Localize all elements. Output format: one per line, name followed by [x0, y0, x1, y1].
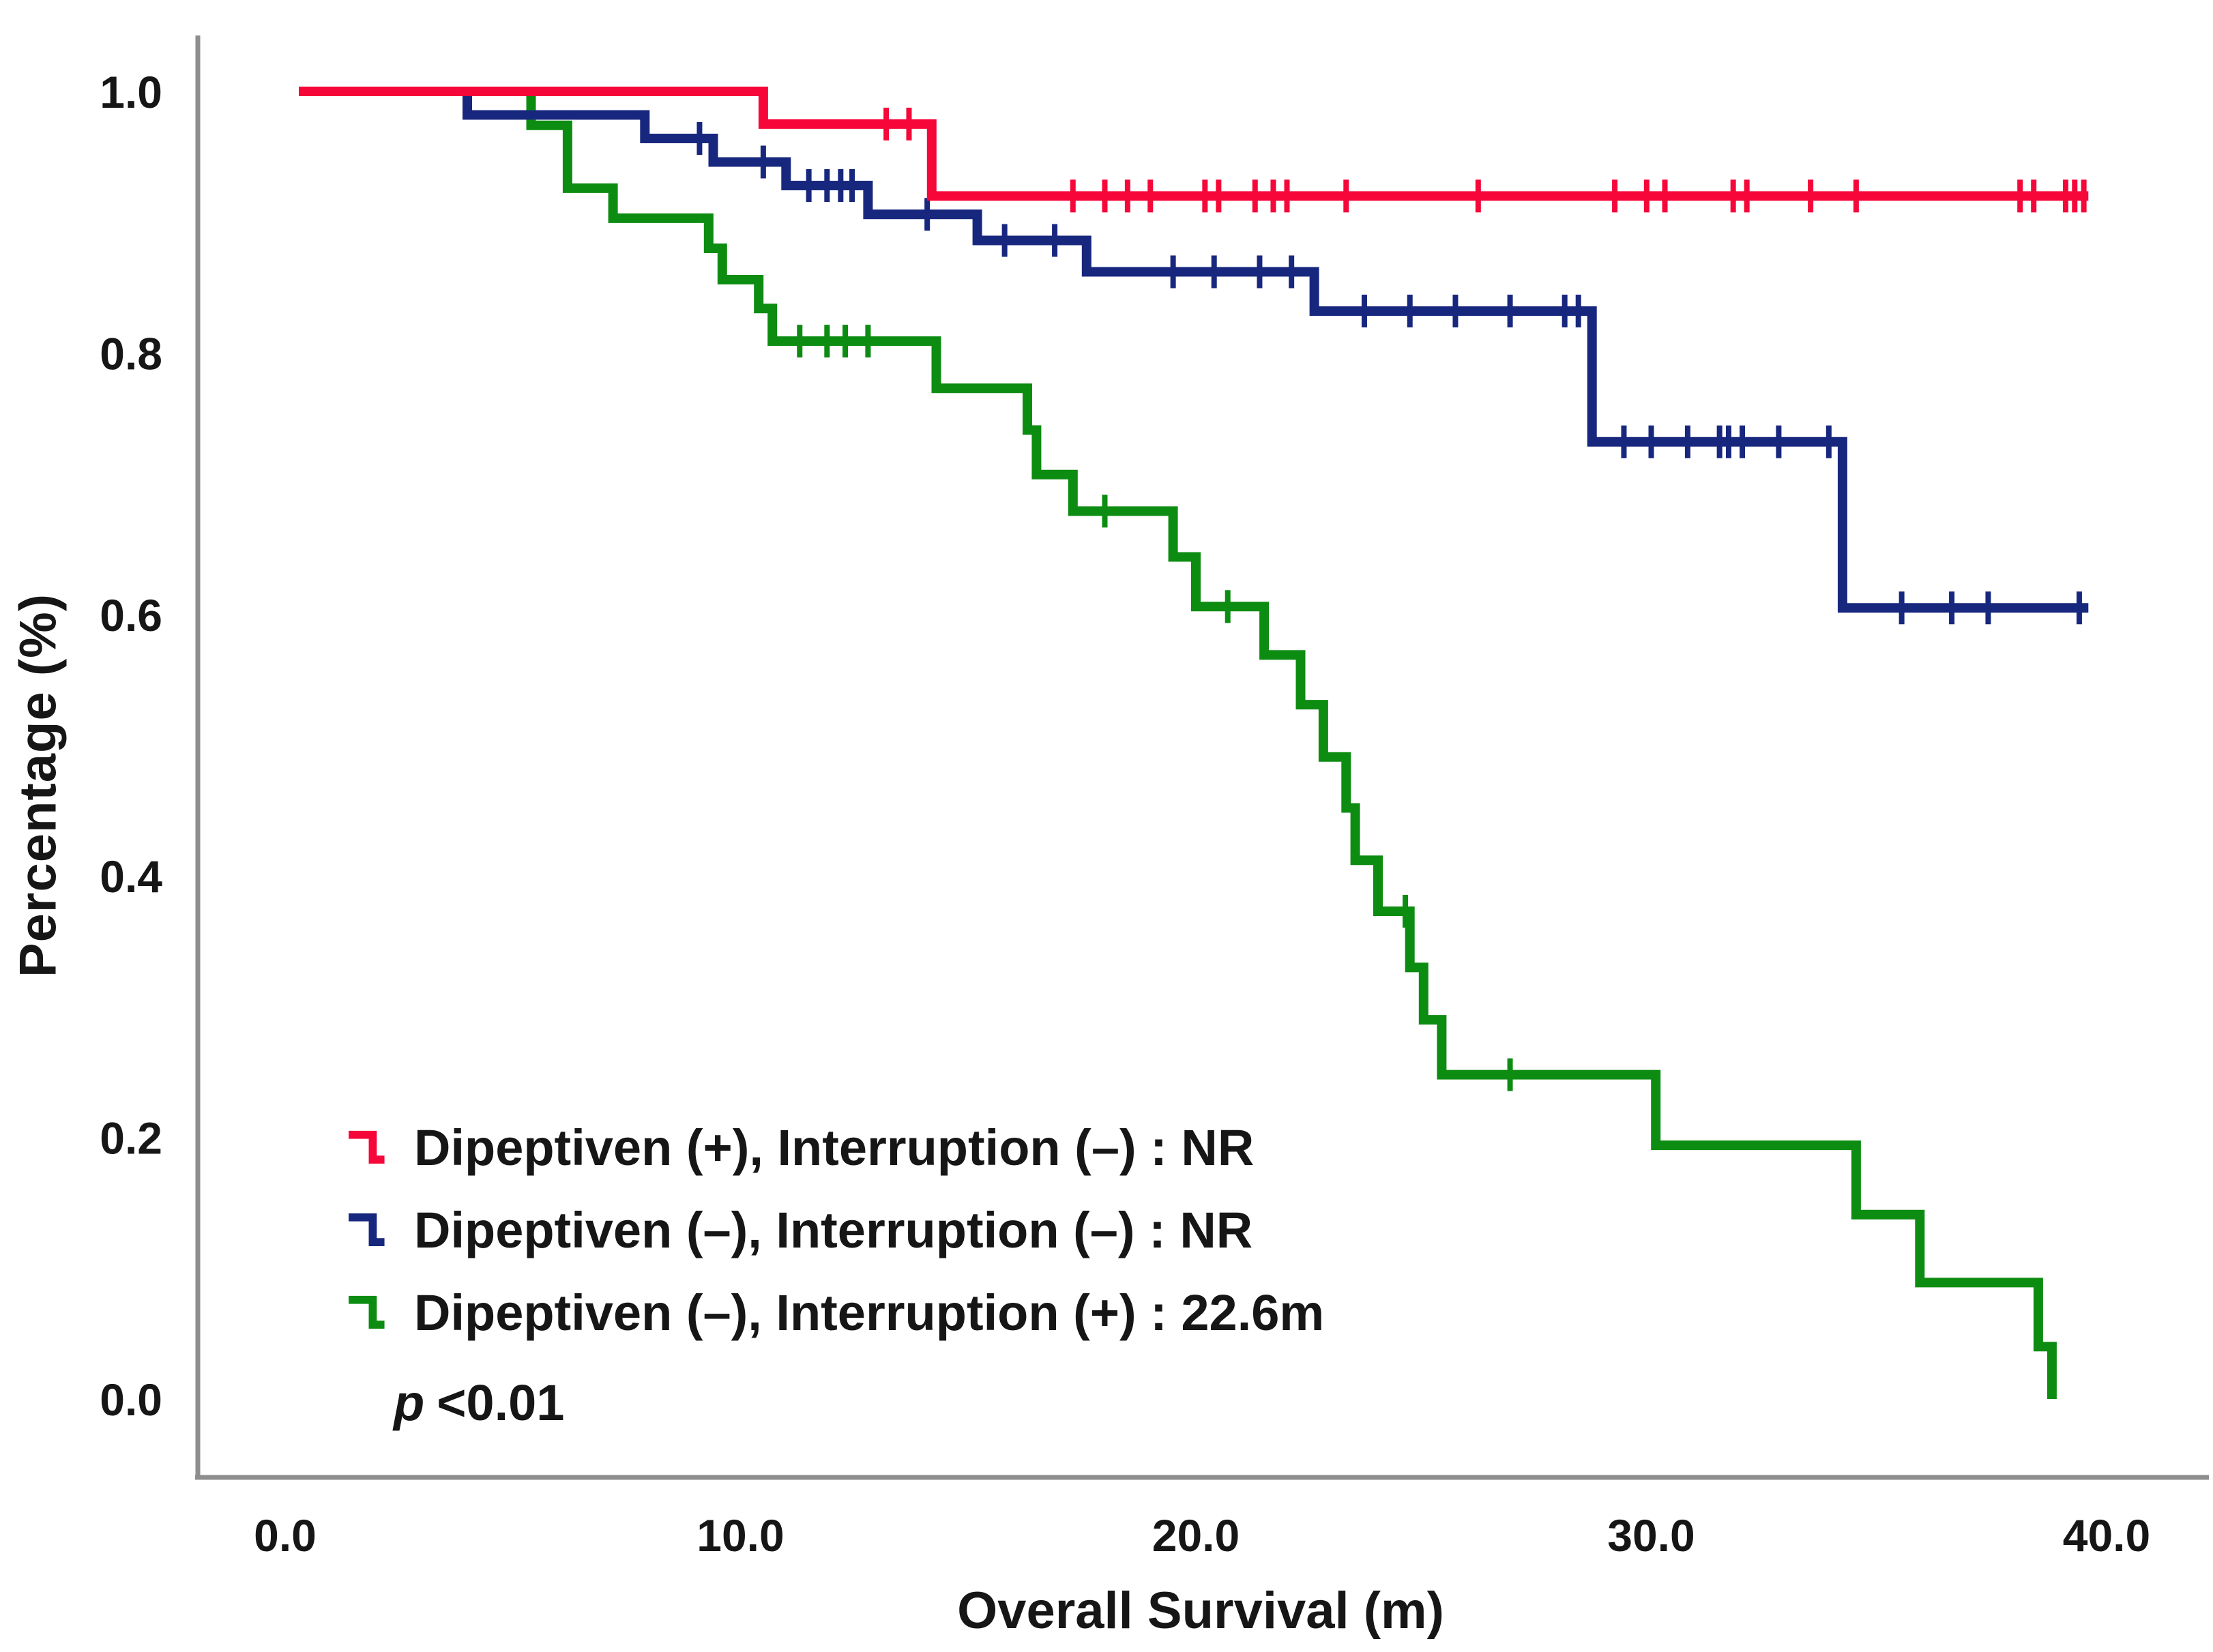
x-tick-label: 30.0	[1607, 1510, 1695, 1561]
step-line-icon	[349, 1295, 385, 1329]
y-axis-title: Percentage (%)	[9, 593, 68, 978]
y-tick-label: 0.0	[100, 1374, 162, 1425]
legend-item-label: Dipeptiven (–), Interruption (+) : 22.6m	[414, 1284, 1325, 1341]
x-tick-label: 40.0	[2063, 1510, 2150, 1561]
km-curve-dipeptiven(–)interruption(–)	[299, 87, 2089, 613]
y-tick-label: 0.8	[100, 328, 162, 379]
km-curve-dipeptiven(+)interruption(–)	[299, 87, 2089, 201]
legend-item-label: Dipeptiven (–), Interruption (–) : NR	[414, 1202, 1253, 1258]
step-line-icon	[349, 1130, 385, 1164]
legend-item-dipeptiven-neg-interruption-pos: Dipeptiven (–), Interruption (+) : 22.6m	[345, 1271, 1324, 1354]
x-tick-label: 10.0	[697, 1510, 784, 1561]
legend-item-dipeptiven-neg-interruption-neg: Dipeptiven (–), Interruption (–) : NR	[345, 1189, 1324, 1271]
y-tick-label: 1.0	[100, 67, 162, 117]
km-curve-dipeptiven(–)interruption(+)	[299, 87, 2057, 1399]
x-tick-label: 20.0	[1152, 1510, 1240, 1561]
y-tick-label: 0.6	[100, 590, 162, 640]
p-symbol: p	[394, 1374, 425, 1431]
x-tick-label: 0.0	[254, 1510, 317, 1561]
y-tick-label: 0.4	[100, 851, 162, 902]
x-axis-title: Overall Survival (m)	[957, 1582, 1444, 1640]
p-value-row: p <0.01	[345, 1365, 1324, 1440]
y-tick-label: 0.2	[100, 1113, 162, 1164]
legend: Dipeptiven (+), Interruption (–) : NR Di…	[345, 1106, 1324, 1440]
legend-item-label: Dipeptiven (+), Interruption (–) : NR	[414, 1119, 1255, 1176]
legend-item-dipeptiven-pos-interruption-neg: Dipeptiven (+), Interruption (–) : NR	[345, 1106, 1324, 1189]
p-value: <0.01	[437, 1374, 565, 1431]
step-line-icon	[349, 1213, 385, 1246]
